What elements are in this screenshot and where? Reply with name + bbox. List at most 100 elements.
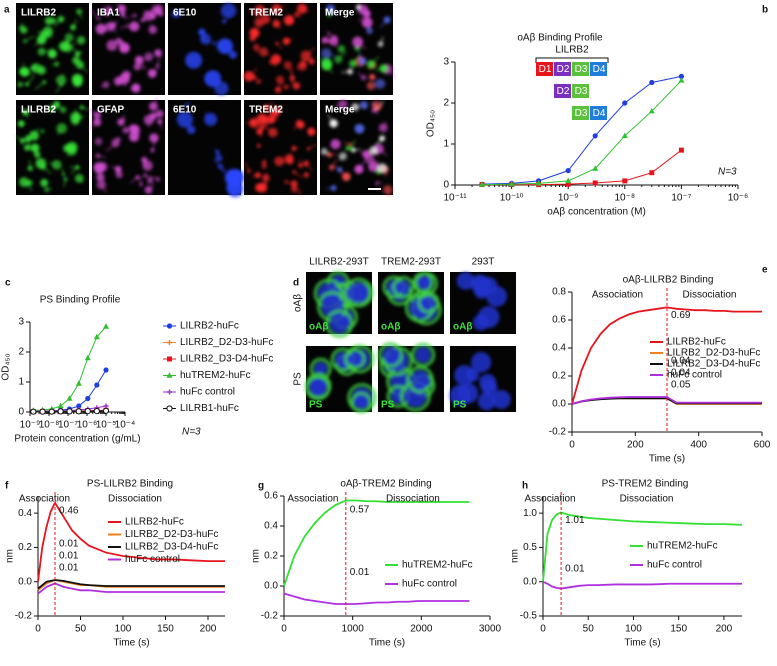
micrograph xyxy=(377,342,444,412)
micrograph xyxy=(320,99,393,197)
y-tick-label: 1 xyxy=(18,377,24,388)
marker xyxy=(167,356,172,362)
chart-title: oAβ-TREM2 Binding xyxy=(340,479,431,490)
process xyxy=(359,126,366,130)
domain-box xyxy=(590,62,607,76)
process xyxy=(39,129,43,132)
nucleus xyxy=(314,362,328,376)
process xyxy=(54,18,62,28)
process xyxy=(201,37,204,40)
marker xyxy=(592,133,598,139)
micrograph xyxy=(317,3,396,95)
process xyxy=(363,104,367,110)
marker xyxy=(75,408,82,415)
channel-label: TREM2 xyxy=(249,105,283,116)
series-line xyxy=(571,306,762,405)
bracket xyxy=(535,57,609,63)
legend-label: LILRB2-huFc xyxy=(125,517,184,528)
x-tick-label: 10⁻⁹ xyxy=(20,420,41,431)
nucleus xyxy=(486,285,507,307)
process xyxy=(289,154,294,161)
legend-label: huFc control xyxy=(667,370,722,381)
marker xyxy=(622,178,628,184)
marker xyxy=(621,132,628,138)
process xyxy=(118,80,127,87)
nucleus xyxy=(329,314,349,334)
marker xyxy=(479,181,486,187)
legend-label: huTREM2-huFc xyxy=(402,560,473,571)
marker xyxy=(39,408,46,415)
x-tick-label: 10⁻⁹ xyxy=(558,193,579,204)
process xyxy=(301,8,310,13)
legend-label: LILRB2-huFc xyxy=(180,321,239,332)
marker xyxy=(93,333,100,340)
process xyxy=(129,14,135,18)
process xyxy=(26,143,31,148)
process xyxy=(186,101,191,106)
legend-label: LILRB2_D3-D4-huFc xyxy=(125,542,218,553)
nucleus xyxy=(477,392,496,411)
marker xyxy=(592,180,598,186)
process xyxy=(170,13,177,17)
process xyxy=(43,179,48,184)
y-tick-label: 0.2 xyxy=(552,371,566,382)
micrograph xyxy=(378,271,444,334)
chart-title: oAβ-LILRB2 Binding xyxy=(623,275,714,286)
panel-letter: a xyxy=(4,5,10,16)
blob xyxy=(144,52,154,62)
process xyxy=(217,165,225,172)
process xyxy=(122,14,129,20)
blob xyxy=(258,47,269,57)
process xyxy=(358,160,366,170)
process xyxy=(48,162,57,166)
note: N=3 xyxy=(182,427,201,438)
process xyxy=(60,73,65,81)
marker xyxy=(94,382,100,388)
process xyxy=(40,163,46,170)
process xyxy=(26,75,35,85)
marker xyxy=(30,408,37,415)
micrograph xyxy=(168,3,241,96)
blob xyxy=(70,111,82,123)
x-tick-label: 200 xyxy=(716,624,733,635)
channel-label: IBA1 xyxy=(97,8,120,19)
marker xyxy=(592,165,599,171)
domain-box xyxy=(554,62,571,76)
legend-label: LILRB2_D2-D3-huFc xyxy=(667,348,760,359)
micrograph xyxy=(16,3,89,95)
domain-label: D1 xyxy=(539,64,552,75)
process xyxy=(295,65,303,70)
process xyxy=(154,10,161,15)
blob xyxy=(283,14,295,26)
domain-box xyxy=(590,106,607,120)
x-tick-label: 150 xyxy=(157,624,174,635)
blob xyxy=(345,146,350,151)
chart-title: PS-TREM2 Binding xyxy=(602,479,689,490)
process xyxy=(379,166,383,169)
process xyxy=(88,108,98,116)
marker xyxy=(649,79,655,86)
value-annotation: 0.01 xyxy=(565,564,585,575)
process xyxy=(340,44,344,50)
signal xyxy=(243,3,316,94)
channel-label: GFAP xyxy=(97,105,125,116)
process xyxy=(113,138,119,148)
process xyxy=(387,189,391,197)
blob xyxy=(222,19,227,24)
process xyxy=(317,57,327,64)
process xyxy=(296,13,302,18)
series-line xyxy=(37,582,225,595)
process xyxy=(159,121,163,130)
process xyxy=(81,106,89,110)
marker xyxy=(93,408,100,415)
series-line xyxy=(571,396,762,405)
process xyxy=(327,114,335,124)
marker xyxy=(535,180,542,186)
process xyxy=(125,125,132,131)
process xyxy=(377,181,383,184)
process xyxy=(120,114,126,123)
marker xyxy=(85,395,91,402)
process xyxy=(234,187,238,191)
value-annotation: 0.04 xyxy=(671,356,691,367)
process xyxy=(19,83,25,86)
